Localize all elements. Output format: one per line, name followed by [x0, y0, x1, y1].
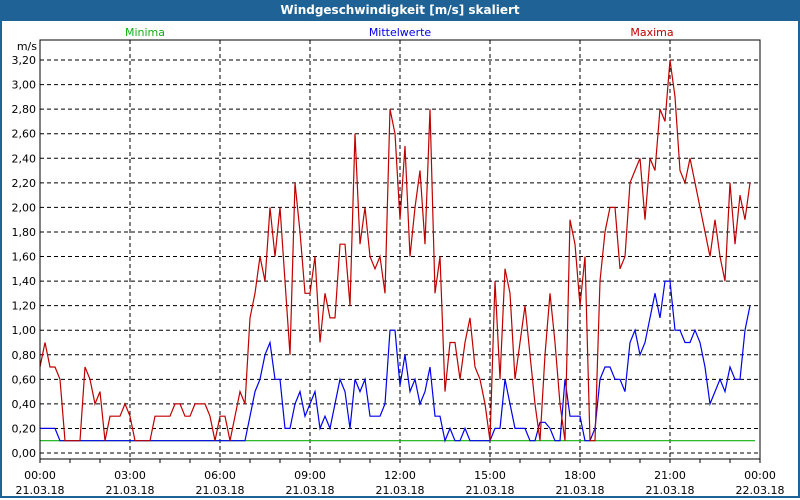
x-tick-date: 21.03.18 — [646, 484, 695, 497]
y-tick-label: 1,80 — [12, 226, 37, 239]
y-tick-label: 1,40 — [12, 275, 37, 288]
legend-mittelwerte: Mittelwerte — [369, 26, 432, 39]
y-tick-label: 1,60 — [12, 251, 37, 264]
y-tick-label: 1,20 — [12, 300, 37, 313]
x-tick-date: 21.03.18 — [196, 484, 245, 497]
y-tick-label: 3,00 — [12, 79, 37, 92]
x-tick-date: 22.03.18 — [736, 484, 785, 497]
y-tick-label: 1,00 — [12, 324, 37, 337]
x-tick-time: 03:00 — [114, 469, 146, 482]
x-tick-date: 21.03.18 — [16, 484, 65, 497]
y-tick-label: 2,60 — [12, 128, 37, 141]
x-tick-time: 09:00 — [294, 469, 326, 482]
x-tick-time: 21:00 — [654, 469, 686, 482]
x-tick-time: 00:00 — [24, 469, 56, 482]
x-tick-time: 06:00 — [204, 469, 236, 482]
x-tick-date: 21.03.18 — [286, 484, 335, 497]
y-tick-label: 2,40 — [12, 152, 37, 165]
series-line-mittelwerte — [40, 280, 751, 443]
x-tick-date: 21.03.18 — [106, 484, 155, 497]
y-axis-unit: m/s — [17, 40, 37, 53]
plot-frame — [39, 39, 761, 460]
y-tick-label: 0,20 — [12, 422, 37, 435]
x-tick-time: 12:00 — [384, 469, 416, 482]
y-tick-label: 2,80 — [12, 103, 37, 116]
y-tick-label: 0,60 — [12, 373, 37, 386]
x-tick-date: 21.03.18 — [556, 484, 605, 497]
window-title: Windgeschwindigkeit [m/s] skaliert — [0, 0, 800, 21]
x-tick-time: 18:00 — [564, 469, 596, 482]
y-tick-label: 0,80 — [12, 349, 37, 362]
x-tick-date: 21.03.18 — [376, 484, 425, 497]
x-tick-date: 21.03.18 — [466, 484, 515, 497]
y-tick-label: 2,00 — [12, 201, 37, 214]
y-tick-label: 3,20 — [12, 54, 37, 67]
x-tick-time: 00:00 — [744, 469, 776, 482]
y-tick-label: 0,00 — [12, 447, 37, 460]
legend-minima: Minima — [125, 26, 165, 39]
series-line-maxima — [39, 59, 751, 442]
y-tick-label: 0,40 — [12, 398, 37, 411]
legend-maxima: Maxima — [630, 26, 673, 39]
x-tick-time: 15:00 — [474, 469, 506, 482]
y-tick-label: 2,20 — [12, 177, 37, 190]
